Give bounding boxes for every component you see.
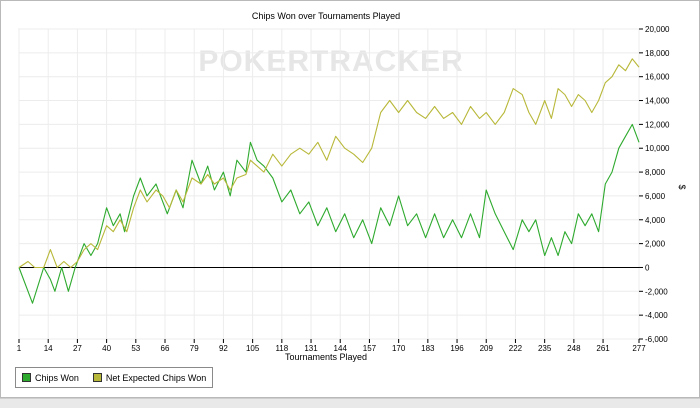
x-tick-label: 118 — [275, 344, 288, 353]
line-chart: Chips Won over Tournaments Played POKERT… — [17, 11, 687, 362]
series-line-chips-won — [18, 123, 640, 304]
y-tick-label: 16,000 — [645, 73, 670, 82]
legend: Chips Won Net Expected Chips Won — [15, 367, 214, 388]
x-tick-label: 170 — [392, 344, 406, 353]
y-tick-label: -4,000 — [645, 311, 668, 320]
y-tick-label: 0 — [645, 263, 650, 272]
x-tick-label: 222 — [509, 344, 523, 353]
y-tick-label: 8,000 — [645, 168, 666, 177]
x-tick-label: 105 — [246, 344, 260, 353]
x-tick-label: 14 — [44, 344, 53, 353]
x-tick-label: 209 — [480, 344, 494, 353]
chart-panel: Chips Won over Tournaments Played POKERT… — [0, 0, 700, 398]
y-axis-label: $ — [677, 184, 687, 189]
x-axis: 1 14 27 40 53 66 79 92 105 118 131 144 157 170 183 196 2… — [17, 339, 646, 353]
y-tick-label: 4,000 — [645, 216, 666, 225]
x-tick-label: 27 — [73, 344, 82, 353]
series-line-net-expected-chips-won — [18, 58, 640, 269]
legend-swatch-net-expected — [92, 373, 102, 382]
watermark: POKERTRACKER — [198, 45, 463, 78]
x-tick-label: 40 — [102, 344, 111, 353]
y-tick-label: -6,000 — [645, 335, 668, 344]
y-tick-label: 14,000 — [645, 97, 670, 106]
x-tick-label: 196 — [450, 344, 464, 353]
x-tick-label: 183 — [421, 344, 435, 353]
y-axis: -6,000 -4,000 -2,000 0 2,000 4,000 6,000 8,000 1… — [639, 25, 670, 344]
series-lines — [18, 58, 640, 304]
x-tick-label: 92 — [219, 344, 228, 353]
legend-item-chips-won: Chips Won — [22, 373, 79, 383]
x-tick-label: 248 — [567, 344, 581, 353]
x-tick-label: 1 — [17, 344, 22, 353]
x-axis-label: Tournaments Played — [285, 352, 367, 362]
y-tick-label: 20,000 — [645, 25, 670, 34]
legend-item-net-expected: Net Expected Chips Won — [92, 372, 207, 383]
y-tick-label: 2,000 — [645, 240, 666, 249]
x-tick-label: 144 — [334, 344, 348, 353]
legend-swatch-chips-won — [22, 373, 31, 382]
y-tick-label: 18,000 — [645, 49, 670, 58]
legend-label: Chips Won — [35, 372, 79, 383]
x-tick-label: 79 — [190, 344, 199, 353]
y-tick-label: 10,000 — [645, 144, 670, 153]
x-tick-label: 131 — [304, 344, 318, 353]
x-tick-label: 157 — [363, 344, 377, 353]
chart-title: Chips Won over Tournaments Played — [252, 11, 400, 21]
legend-label: Net Expected Chips Won — [105, 372, 207, 383]
x-tick-label: 235 — [538, 344, 552, 353]
y-tick-label: -2,000 — [645, 287, 668, 296]
x-tick-label: 53 — [131, 344, 140, 353]
status-strip — [0, 398, 700, 408]
y-tick-label: 12,000 — [645, 120, 670, 129]
y-tick-label: 6,000 — [645, 192, 666, 201]
x-tick-label: 66 — [161, 344, 170, 353]
x-tick-label: 277 — [632, 344, 646, 353]
x-tick-label: 261 — [596, 344, 610, 353]
